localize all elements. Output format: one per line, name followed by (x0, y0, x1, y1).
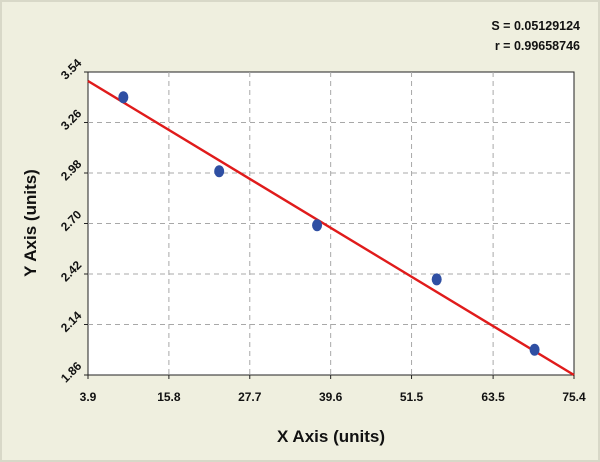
y-tick-label: 3.26 (58, 106, 85, 133)
data-point (431, 273, 442, 286)
x-tick-label: 27.7 (238, 390, 262, 404)
y-tick-labels: 1.86 2.14 2.42 2.70 2.98 3.26 3.54 (58, 56, 88, 386)
x-tick-label: 39.6 (319, 390, 343, 404)
x-tick-label: 75.4 (562, 390, 586, 404)
data-point (529, 343, 540, 356)
fit-line (87, 79, 575, 377)
y-tick-label: 2.70 (58, 207, 85, 234)
y-tick-label: 2.98 (58, 157, 85, 184)
x-tick-label: 51.5 (400, 390, 424, 404)
x-tick-label: 3.9 (80, 390, 97, 404)
y-tick-label: 2.14 (58, 308, 85, 335)
y-axis-title: Y Axis (units) (21, 169, 40, 277)
x-tick-labels: 3.9 15.8 27.7 39.6 51.5 63.5 75.4 (80, 375, 586, 404)
std-error-label: S = 0.05129124 (491, 19, 580, 33)
fit-line-group (87, 79, 575, 377)
y-tick-label: 3.54 (58, 56, 85, 83)
data-point (214, 165, 225, 178)
data-point (118, 91, 129, 104)
y-tick-label: 1.86 (58, 359, 85, 386)
correlation-label: r = 0.99658746 (494, 39, 580, 53)
x-tick-label: 63.5 (481, 390, 505, 404)
data-points (118, 91, 540, 356)
y-tick-label: 2.42 (58, 258, 85, 285)
fit-statistics: S = 0.05129124 r = 0.99658746 (491, 16, 580, 56)
x-axis-title: X Axis (units) (277, 427, 385, 446)
x-tick-label: 15.8 (157, 390, 181, 404)
grid-lines (88, 72, 574, 375)
data-point (312, 219, 323, 232)
